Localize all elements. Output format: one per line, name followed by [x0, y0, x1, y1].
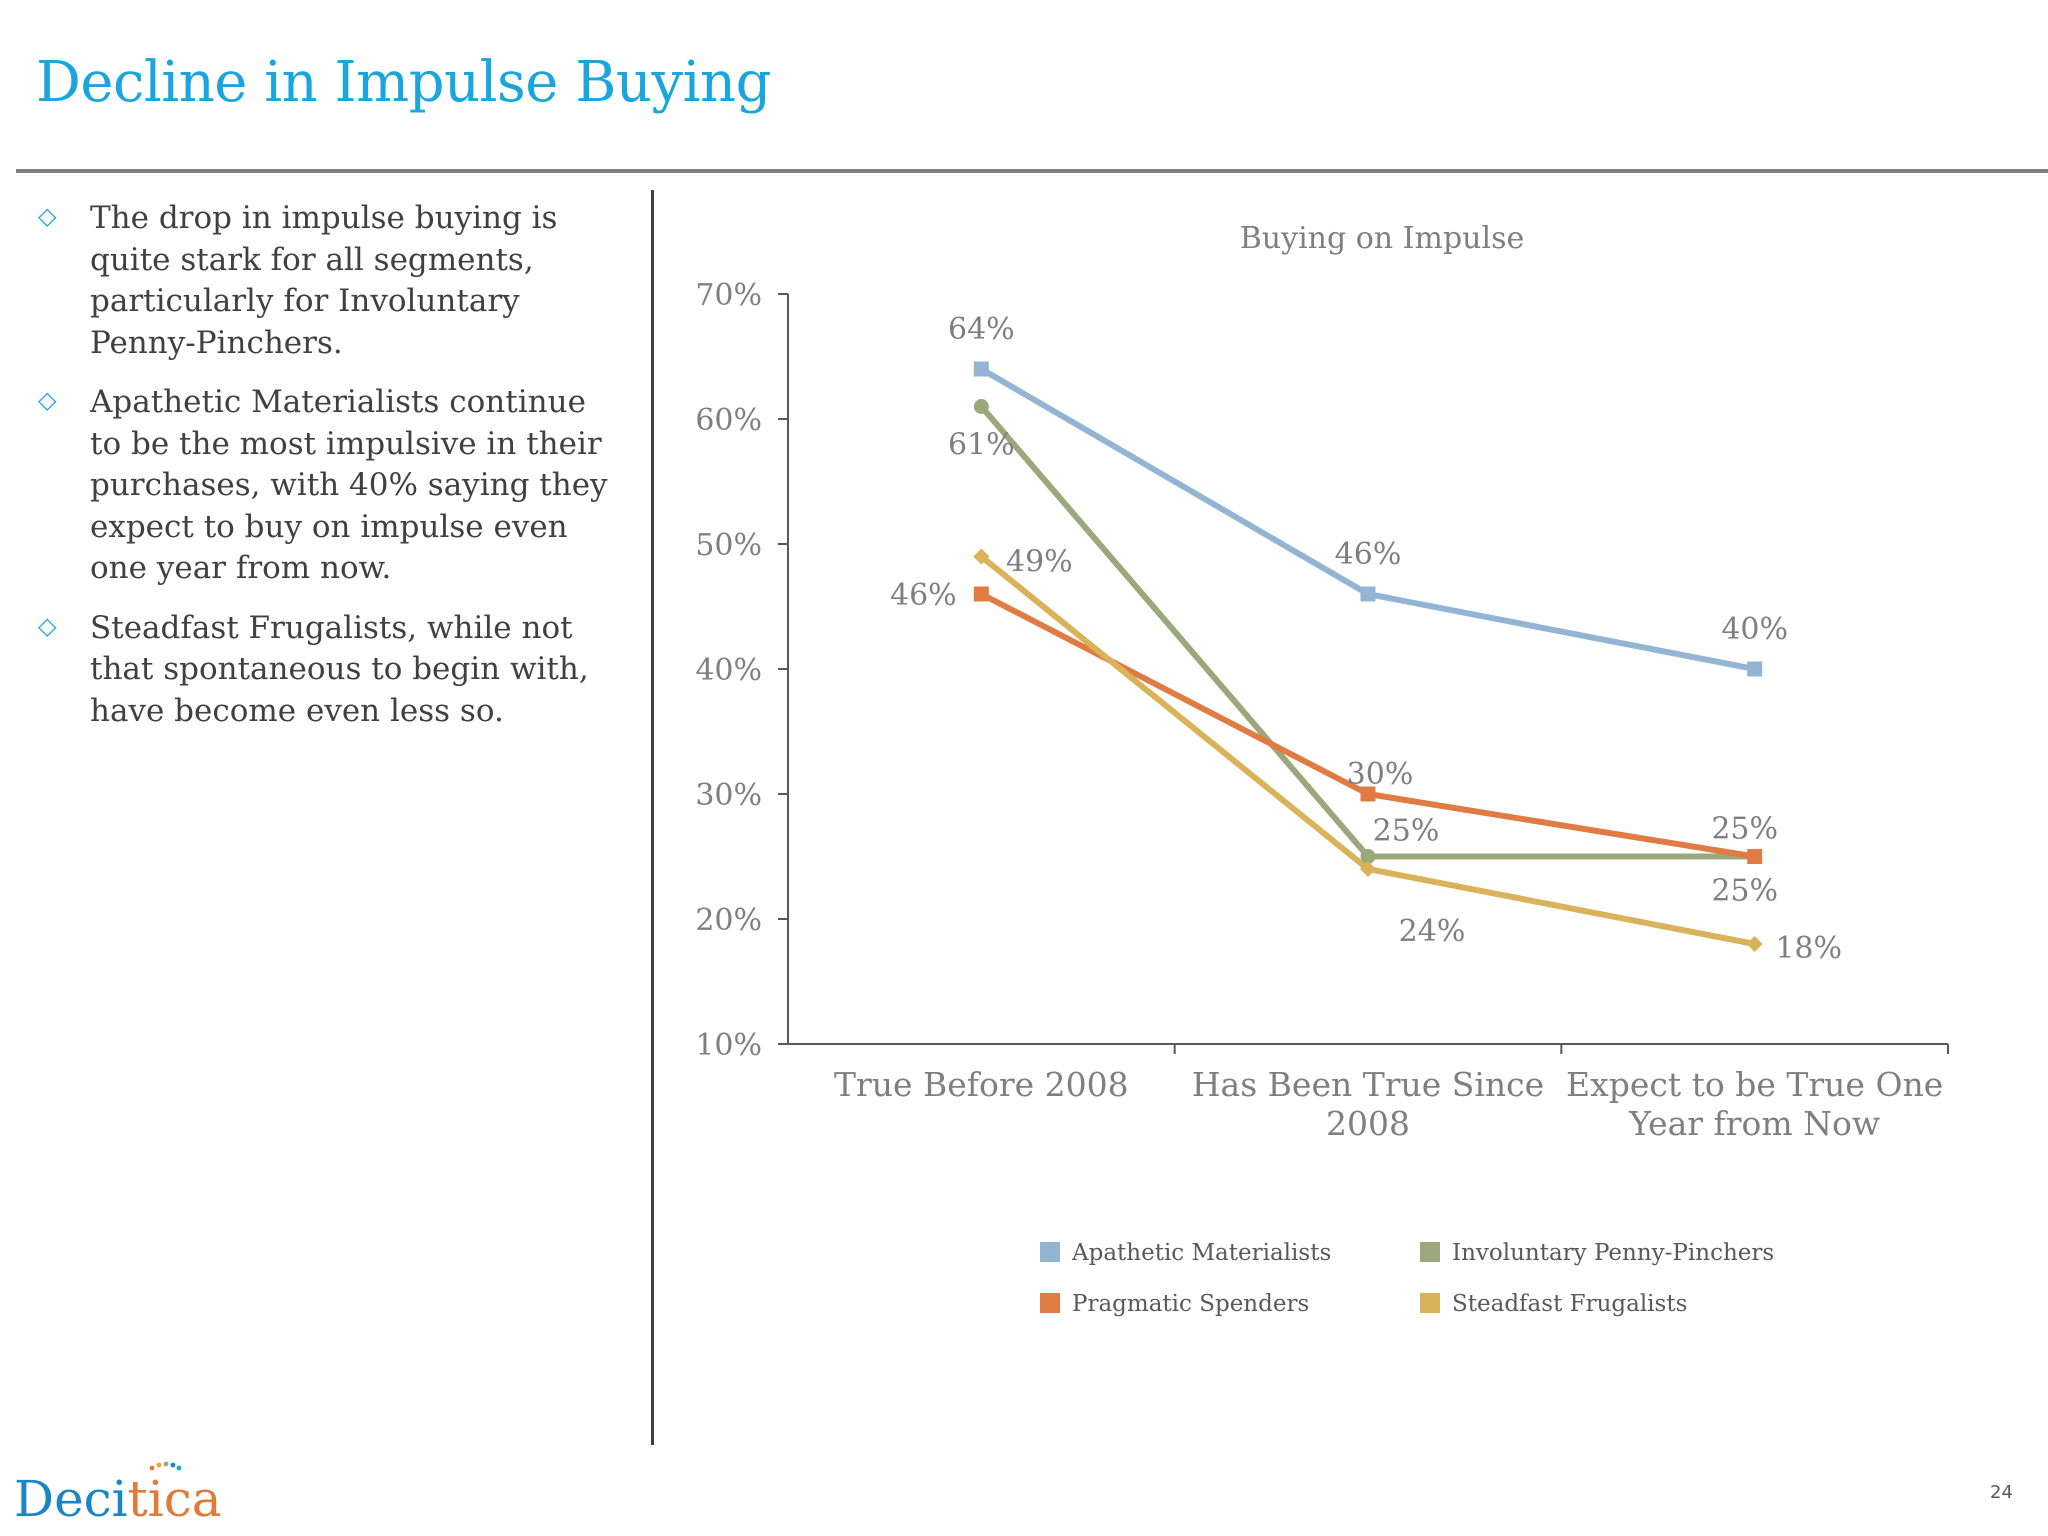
data-label: 46% — [1335, 537, 1402, 572]
data-point — [1747, 661, 1763, 677]
legend-swatch — [1040, 1293, 1060, 1313]
bullet-text: Steadfast Frugalists, while not that spo… — [90, 609, 589, 729]
data-point — [1360, 861, 1376, 877]
x-category-label: Year from Now — [1628, 1104, 1880, 1143]
data-point — [973, 361, 989, 377]
data-label: 25% — [1373, 814, 1440, 849]
data-point — [973, 399, 989, 414]
data-label: 61% — [948, 428, 1015, 463]
data-point — [973, 586, 989, 602]
y-tick-label: 60% — [695, 403, 762, 438]
data-label: 24% — [1399, 914, 1466, 949]
legend-label: Steadfast Frugalists — [1452, 1291, 1687, 1317]
data-point — [1360, 586, 1376, 602]
data-point — [973, 548, 990, 565]
data-point — [1746, 936, 1763, 952]
series-line — [979, 591, 1756, 860]
y-tick-label: 10% — [695, 1028, 762, 1063]
y-tick-label: 40% — [695, 653, 762, 688]
y-tick-label: 30% — [695, 778, 762, 813]
company-logo: Decitica — [14, 1461, 222, 1528]
legend-swatch — [1040, 1242, 1060, 1262]
bullet-text: Apathetic Materialists continue to be th… — [90, 384, 608, 586]
data-label: 64% — [948, 312, 1015, 347]
slide-title: Decline in Impulse Buying — [36, 50, 771, 115]
y-tick-label: 70% — [695, 278, 762, 313]
chart-title: Buying on Impulse — [1240, 221, 1524, 256]
data-point — [1360, 849, 1376, 864]
data-label: 46% — [890, 578, 957, 613]
legend-label: Pragmatic Spenders — [1072, 1291, 1309, 1317]
data-point — [1360, 786, 1376, 802]
data-label: 49% — [1006, 545, 1073, 580]
data-label: 40% — [1721, 612, 1788, 647]
vertical-divider — [651, 190, 654, 1445]
legend-label: Involuntary Penny-Pinchers — [1452, 1240, 1774, 1266]
data-label: 18% — [1775, 931, 1842, 966]
x-category-label: True Before 2008 — [834, 1065, 1129, 1104]
diamond-bullet-icon: ◇ — [38, 202, 57, 230]
data-label: 25% — [1711, 874, 1778, 909]
legend-swatch — [1420, 1242, 1440, 1262]
bullet-item: ◇ Apathetic Materialists continue to be … — [36, 382, 626, 590]
series-line — [979, 554, 1756, 947]
y-tick-label: 20% — [695, 903, 762, 938]
data-point — [1747, 849, 1763, 864]
data-label: 25% — [1711, 812, 1778, 847]
page-number: 24 — [1990, 1482, 2013, 1503]
x-category-label: 2008 — [1326, 1104, 1410, 1143]
y-tick-label: 50% — [695, 528, 762, 563]
diamond-bullet-icon: ◇ — [38, 611, 57, 640]
series-line — [979, 366, 1756, 672]
legend-swatch — [1420, 1293, 1440, 1313]
x-category-label: Expect to be True One — [1566, 1065, 1943, 1104]
x-category-label: Has Been True Since — [1192, 1065, 1544, 1104]
title-divider — [16, 169, 2048, 173]
data-label: 30% — [1347, 757, 1414, 792]
line-chart: Buying on Impulse 10% 20% 30% 40% 50% 60% 70% Tr… — [695, 221, 1949, 1317]
bullet-item: ◇ Steadfast Frugalists, while not that s… — [36, 608, 626, 733]
diamond-bullet-icon: ◇ — [38, 386, 57, 414]
bullet-item: ◇ The drop in impulse buying is quite st… — [36, 198, 626, 364]
legend-label: Apathetic Materialists — [1071, 1240, 1331, 1266]
bullet-text: The drop in impulse buying is quite star… — [90, 200, 558, 361]
bullet-list: ◇ The drop in impulse buying is quite st… — [36, 198, 626, 750]
svg-text:Decitica: Decitica — [14, 1470, 222, 1528]
